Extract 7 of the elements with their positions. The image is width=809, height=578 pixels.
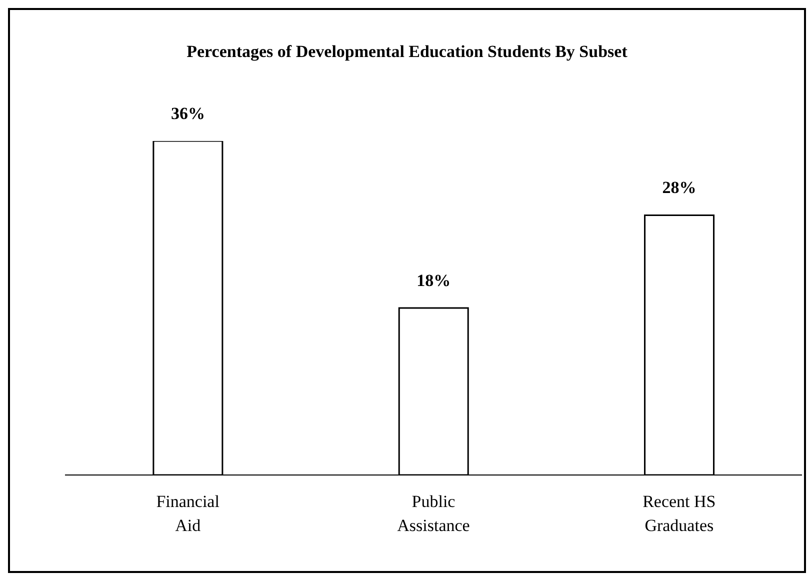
- data-label: 18%: [416, 271, 451, 290]
- x-tick-label: Public Assistance: [397, 492, 470, 535]
- x-tick-label: Financial Aid: [156, 492, 220, 535]
- data-label: 28%: [662, 178, 696, 198]
- x-tick-label: Recent HS Graduates: [642, 492, 716, 535]
- data-label: 36%: [170, 104, 205, 123]
- chart-title: Percentages of Developmental Education Students By Subset: [186, 42, 628, 62]
